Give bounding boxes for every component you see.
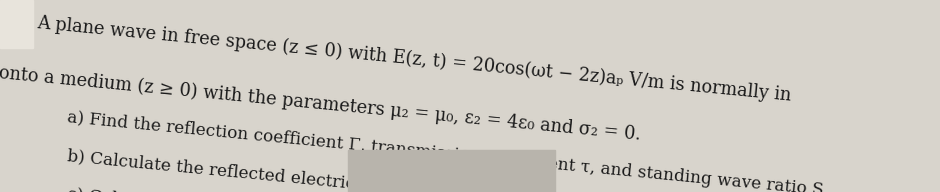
Text: b) Calculate the reflected electric and magnetic fields.: b) Calculate the reflected electric and … [45, 146, 535, 192]
Text: A plane wave in free space (z ≤ 0) with E(z, t) = 20cos(ωt − 2z)aₚ V/m is normal: A plane wave in free space (z ≤ 0) with … [36, 13, 791, 104]
Bar [0, 0, 33, 48]
Text: onto a medium (z ≥ 0) with the parameters μ₂ = μ₀, ε₂ = 4ε₀ and σ₂ = 0.: onto a medium (z ≥ 0) with the parameter… [0, 63, 642, 143]
Bar [348, 150, 555, 192]
Text: c) Calculate the time-average power density of the transmitted wave.: c) Calculate the time-average power dens… [45, 184, 661, 192]
Text: a) Find the reflection coefficient Γ, transmission coefficient τ, and standing w: a) Find the reflection coefficient Γ, tr… [45, 108, 829, 192]
